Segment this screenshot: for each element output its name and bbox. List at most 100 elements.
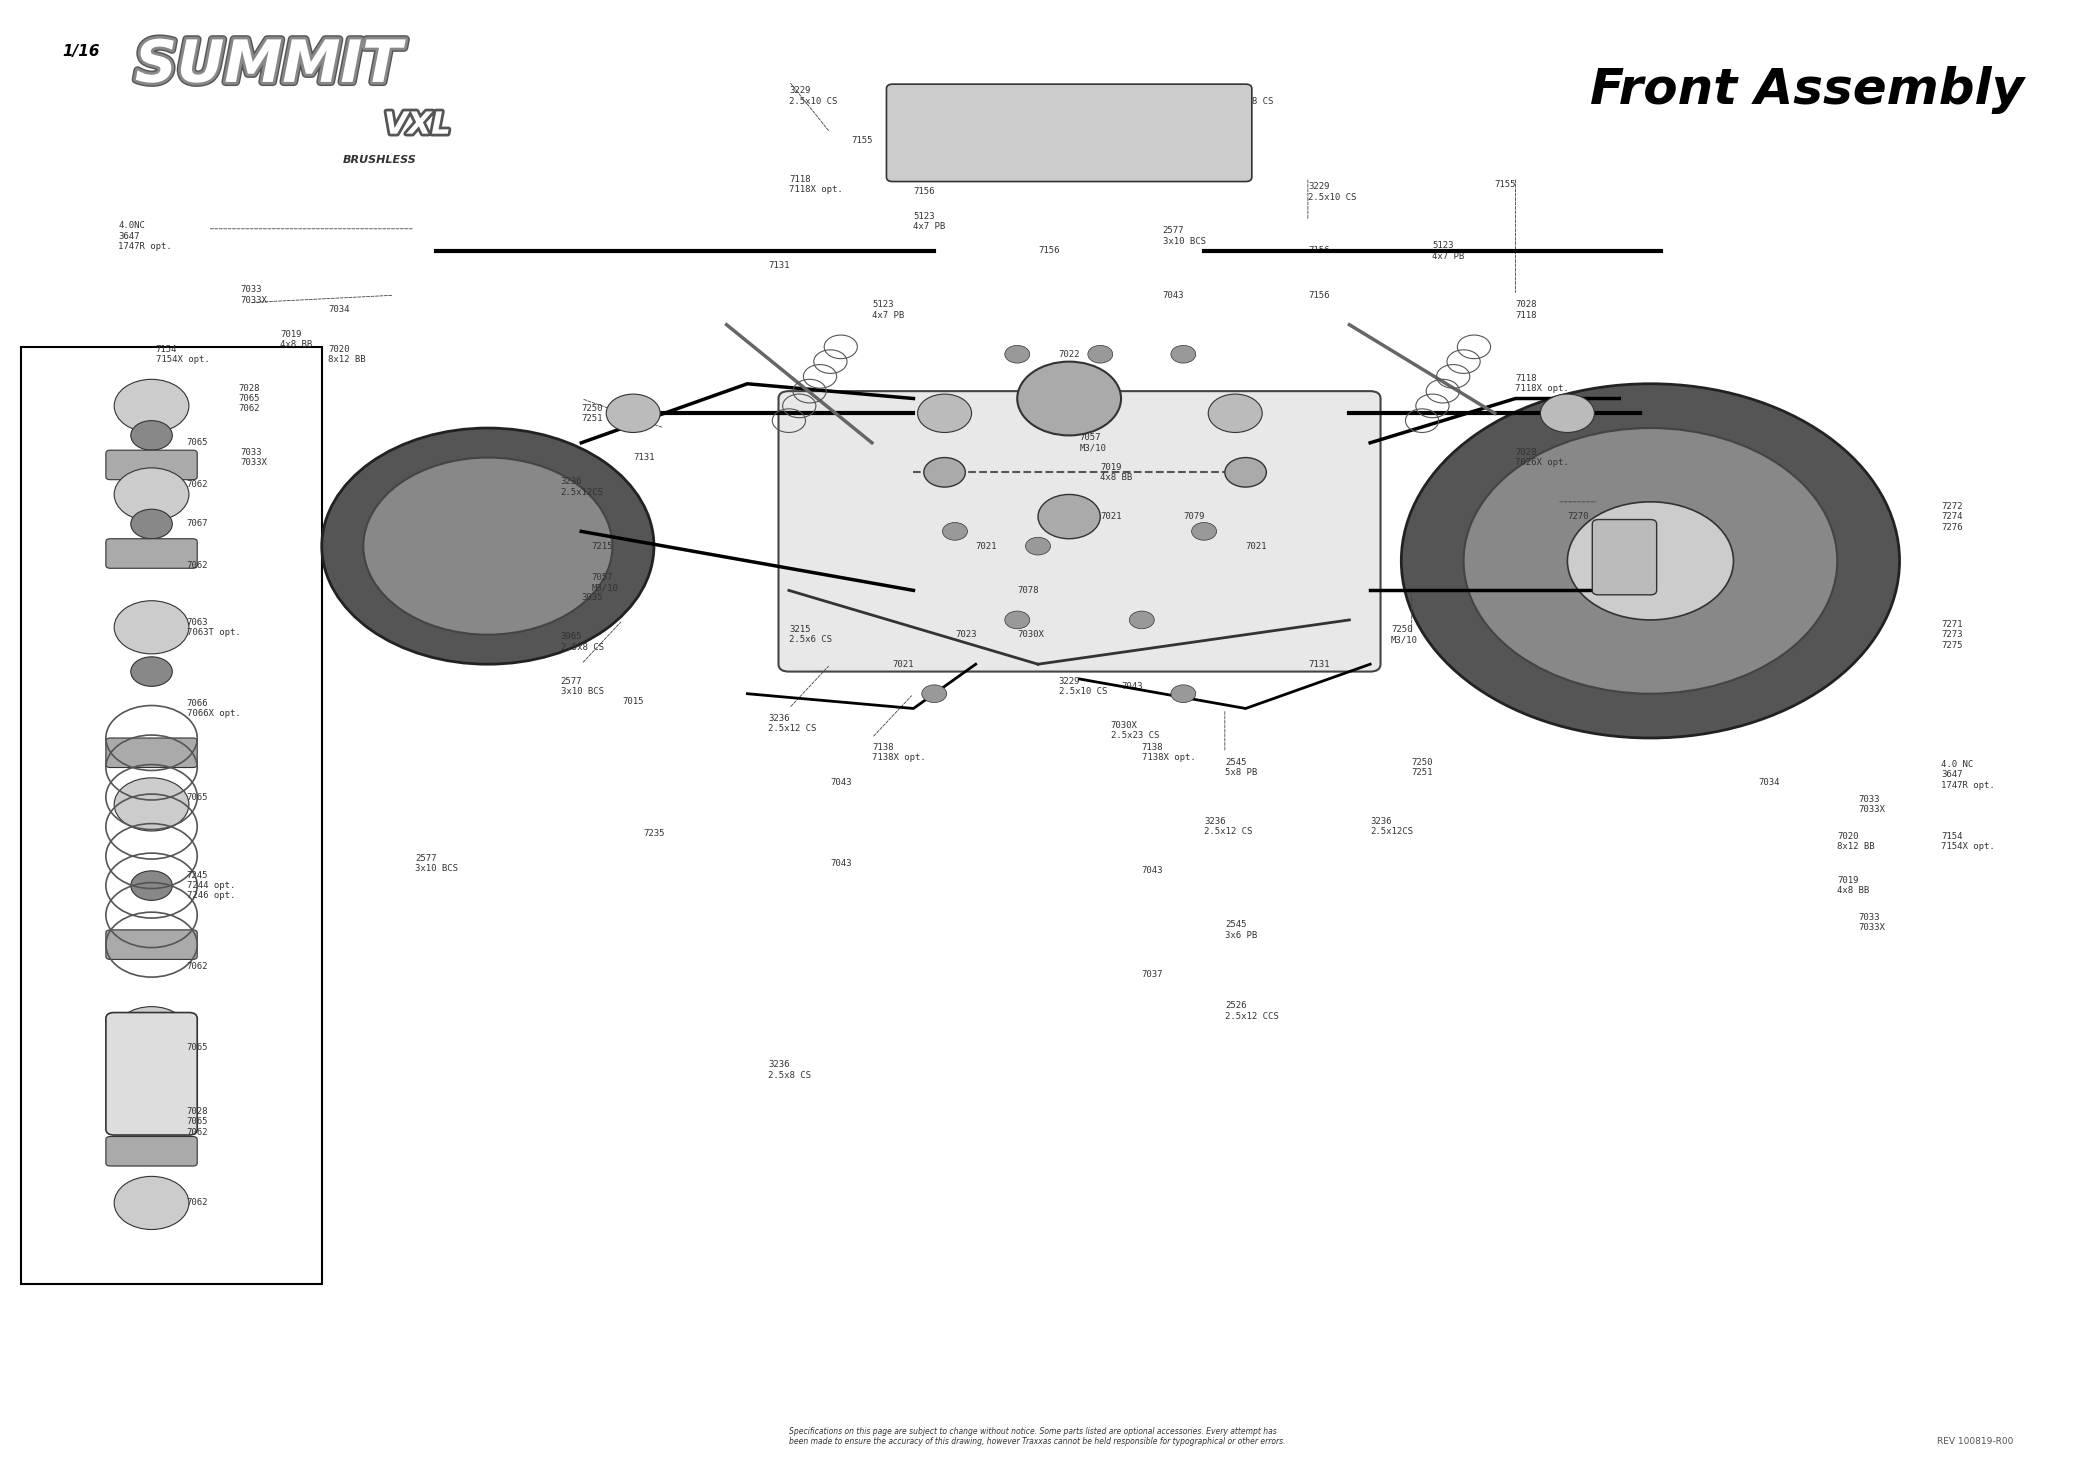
Text: 2577
3x10 BCS: 2577 3x10 BCS bbox=[561, 676, 604, 697]
Text: 7138
7138X opt.: 7138 7138X opt. bbox=[872, 742, 926, 763]
Circle shape bbox=[363, 458, 612, 635]
Text: 7065: 7065 bbox=[187, 1044, 208, 1052]
Text: 7062: 7062 bbox=[187, 962, 208, 971]
Circle shape bbox=[131, 1077, 172, 1107]
Text: 7272
7274
7276: 7272 7274 7276 bbox=[1941, 502, 1962, 531]
Text: 7043: 7043 bbox=[830, 859, 851, 868]
Text: 7019
4x8 BB: 7019 4x8 BB bbox=[1100, 462, 1133, 483]
Text: 7154
7154X opt.: 7154 7154X opt. bbox=[156, 344, 210, 365]
Circle shape bbox=[1567, 502, 1733, 620]
Text: 3236
2.5x8 CS: 3236 2.5x8 CS bbox=[768, 1060, 812, 1080]
Text: 7235: 7235 bbox=[644, 830, 664, 838]
FancyBboxPatch shape bbox=[106, 738, 197, 768]
Text: 7043: 7043 bbox=[1163, 291, 1183, 300]
Text: 1/16: 1/16 bbox=[62, 44, 100, 59]
Text: 7250
M3/10: 7250 M3/10 bbox=[1391, 624, 1418, 645]
Text: 3236
2.5x12 CS: 3236 2.5x12 CS bbox=[1204, 816, 1252, 837]
Text: 7118
7118X opt.: 7118 7118X opt. bbox=[789, 174, 843, 195]
Text: 7078: 7078 bbox=[1017, 586, 1038, 595]
Text: 3229
2.5x10 CS: 3229 2.5x10 CS bbox=[1308, 182, 1356, 202]
FancyBboxPatch shape bbox=[1592, 520, 1657, 595]
Text: 7020
8x12 BB: 7020 8x12 BB bbox=[328, 344, 365, 365]
Text: 7028
7026X opt.: 7028 7026X opt. bbox=[1515, 447, 1569, 468]
Text: 7270: 7270 bbox=[1567, 512, 1588, 521]
Text: 3229
2.5x10 CS: 3229 2.5x10 CS bbox=[789, 86, 837, 106]
Circle shape bbox=[606, 394, 660, 432]
FancyBboxPatch shape bbox=[106, 1013, 197, 1135]
Text: 7019
4x8 BB: 7019 4x8 BB bbox=[1837, 875, 1870, 896]
Text: 3236
2.5x12CS: 3236 2.5x12CS bbox=[1370, 816, 1414, 837]
Text: 7043
2.5x18 CS: 7043 2.5x18 CS bbox=[1225, 86, 1273, 106]
Circle shape bbox=[943, 523, 967, 540]
Text: 7030X
2.5x23 CS: 7030X 2.5x23 CS bbox=[1111, 720, 1158, 741]
Text: 7057
M3/10: 7057 M3/10 bbox=[592, 573, 619, 593]
Text: 2545
5x8 PB: 2545 5x8 PB bbox=[1225, 757, 1258, 778]
Circle shape bbox=[114, 468, 189, 521]
Text: 7020
8x12 BB: 7020 8x12 BB bbox=[1837, 831, 1875, 852]
Text: 7156: 7156 bbox=[1308, 246, 1329, 255]
Text: 7156: 7156 bbox=[913, 187, 934, 196]
Text: 7057
M3/10: 7057 M3/10 bbox=[1080, 432, 1107, 453]
Text: 7154
7154X opt.: 7154 7154X opt. bbox=[1941, 831, 1995, 852]
Text: 7131: 7131 bbox=[633, 453, 654, 462]
Circle shape bbox=[1540, 394, 1594, 432]
Circle shape bbox=[114, 379, 189, 432]
Circle shape bbox=[131, 509, 172, 539]
Text: 7033
7033X: 7033 7033X bbox=[1858, 794, 1885, 815]
FancyBboxPatch shape bbox=[106, 930, 197, 959]
Text: 7067: 7067 bbox=[187, 520, 208, 528]
Text: 3965
2.5x8 CS: 3965 2.5x8 CS bbox=[561, 632, 604, 652]
Circle shape bbox=[1017, 362, 1121, 435]
Text: 7155: 7155 bbox=[1495, 180, 1515, 189]
Text: 7033
7033X: 7033 7033X bbox=[241, 447, 268, 468]
FancyBboxPatch shape bbox=[106, 539, 197, 568]
Circle shape bbox=[1005, 345, 1030, 363]
Text: 7021: 7021 bbox=[893, 660, 913, 669]
Circle shape bbox=[1225, 458, 1266, 487]
Text: 7028
7065
7062: 7028 7065 7062 bbox=[187, 1107, 208, 1137]
Text: 7131: 7131 bbox=[768, 261, 789, 270]
Text: 7155: 7155 bbox=[851, 136, 872, 145]
Text: 3229
2.5x10 CS: 3229 2.5x10 CS bbox=[1059, 676, 1107, 697]
Circle shape bbox=[1208, 394, 1262, 432]
Text: 5123
4x7 PB: 5123 4x7 PB bbox=[913, 211, 947, 232]
Text: SUMMIT: SUMMIT bbox=[135, 37, 403, 94]
Text: 7030X: 7030X bbox=[1017, 630, 1044, 639]
Text: 7156: 7156 bbox=[1308, 291, 1329, 300]
Text: 7037: 7037 bbox=[1142, 970, 1163, 979]
Text: 3935: 3935 bbox=[581, 593, 602, 602]
Circle shape bbox=[131, 871, 172, 900]
FancyBboxPatch shape bbox=[21, 347, 322, 1284]
Text: 7062: 7062 bbox=[187, 561, 208, 570]
Text: 7065: 7065 bbox=[187, 793, 208, 801]
Text: 7250
7251: 7250 7251 bbox=[1412, 757, 1432, 778]
Text: 4.0NC
3647
1747R opt.: 4.0NC 3647 1747R opt. bbox=[118, 221, 172, 251]
Text: 7028
7118: 7028 7118 bbox=[1515, 300, 1536, 320]
Circle shape bbox=[1129, 611, 1154, 629]
Circle shape bbox=[1401, 384, 1900, 738]
Circle shape bbox=[1005, 611, 1030, 629]
Text: 7015: 7015 bbox=[623, 697, 644, 706]
Text: 7022: 7022 bbox=[1059, 350, 1080, 359]
Text: 2545
3x6 PB: 2545 3x6 PB bbox=[1225, 920, 1258, 940]
Text: 2526
2.5x12 CCS: 2526 2.5x12 CCS bbox=[1225, 1001, 1279, 1021]
Text: VXL: VXL bbox=[384, 111, 450, 140]
Text: 7021: 7021 bbox=[976, 542, 996, 551]
Text: 3229
2.5x10 CS: 3229 2.5x10 CS bbox=[913, 86, 961, 106]
FancyBboxPatch shape bbox=[778, 391, 1381, 672]
Text: 7156: 7156 bbox=[1038, 246, 1059, 255]
Text: 7028
7065
7062: 7028 7065 7062 bbox=[239, 384, 260, 413]
Circle shape bbox=[1088, 345, 1113, 363]
Text: 7033
7033X: 7033 7033X bbox=[1858, 912, 1885, 933]
Circle shape bbox=[918, 394, 972, 432]
Circle shape bbox=[1192, 523, 1217, 540]
Text: 7131: 7131 bbox=[1308, 660, 1329, 669]
Text: 7062: 7062 bbox=[187, 480, 208, 489]
Text: 7023: 7023 bbox=[955, 630, 976, 639]
Text: 7034: 7034 bbox=[328, 306, 349, 314]
Text: 2577
3x10 BCS: 2577 3x10 BCS bbox=[1163, 226, 1206, 246]
Text: 4.0 NC
3647
1747R opt.: 4.0 NC 3647 1747R opt. bbox=[1941, 760, 1995, 790]
Text: 7250
7251: 7250 7251 bbox=[581, 403, 602, 424]
Text: 7079: 7079 bbox=[1183, 512, 1204, 521]
Text: 7065: 7065 bbox=[187, 438, 208, 447]
